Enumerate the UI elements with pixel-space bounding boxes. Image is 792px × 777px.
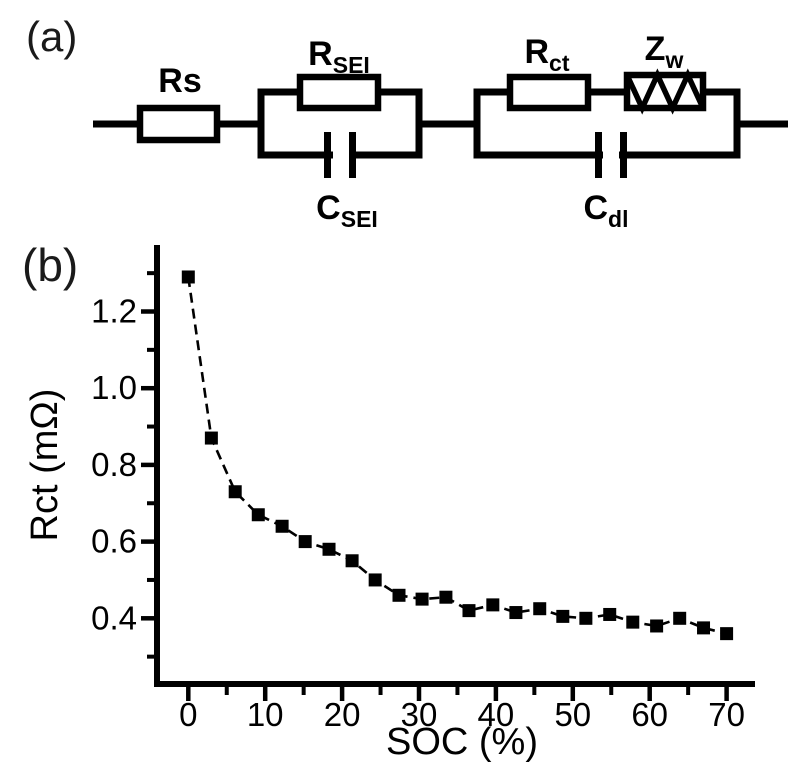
x-axis-title: SOC (%) bbox=[386, 721, 538, 763]
capacitor-cdl-gap bbox=[603, 147, 619, 164]
capacitor-csei-plate-left bbox=[324, 132, 331, 178]
data-point bbox=[650, 619, 664, 633]
data-point bbox=[415, 592, 429, 606]
y-tick-label: 0.8 bbox=[91, 446, 137, 483]
rs-label: Rs bbox=[158, 62, 202, 100]
data-point bbox=[673, 611, 687, 625]
panel-a-label: (a) bbox=[26, 13, 78, 60]
y-tick-label: 0.4 bbox=[91, 599, 137, 636]
capacitor-csei-plate-right bbox=[349, 132, 356, 178]
x-tick-label: 30 bbox=[401, 696, 438, 733]
rct-label: Rct bbox=[524, 33, 570, 76]
data-point bbox=[368, 573, 382, 587]
y-tick-label: 1.0 bbox=[91, 369, 137, 406]
csei-label: CSEI bbox=[316, 189, 378, 232]
data-point bbox=[322, 542, 336, 556]
resistor-rs-box bbox=[136, 104, 221, 144]
data-point bbox=[626, 615, 640, 629]
data-point bbox=[298, 535, 312, 549]
data-point bbox=[720, 627, 734, 641]
x-tick-label: 60 bbox=[631, 696, 668, 733]
data-point bbox=[204, 431, 218, 445]
data-line bbox=[187, 276, 727, 635]
x-tick-label: 70 bbox=[708, 696, 745, 733]
y-axis-title: Rct (mΩ) bbox=[24, 389, 66, 542]
data-point bbox=[509, 606, 523, 620]
y-tick-label: 0.6 bbox=[91, 523, 137, 560]
capacitor-csei-gap bbox=[333, 147, 349, 164]
x-tick-label: 50 bbox=[554, 696, 591, 733]
x-tick-label: 40 bbox=[478, 696, 515, 733]
cdl-label: Cdl bbox=[583, 189, 629, 232]
data-point bbox=[251, 508, 265, 522]
x-tick-label: 10 bbox=[247, 696, 284, 733]
y-tick-label: 1.2 bbox=[91, 293, 137, 330]
data-point bbox=[228, 485, 242, 499]
data-point bbox=[533, 602, 547, 616]
data-point bbox=[181, 270, 195, 284]
rct-vs-soc-chart: 0 10 20 30 40 50 60 70 0.4 0.6 0.8 1.0 1.2 SOC (%) Rct… bbox=[24, 245, 755, 763]
equivalent-circuit-diagram bbox=[93, 68, 788, 178]
data-point bbox=[462, 604, 476, 618]
x-tick-label: 0 bbox=[179, 696, 197, 733]
data-point bbox=[275, 519, 289, 533]
zw-label: Zw bbox=[644, 30, 684, 73]
resistor-rct-box bbox=[506, 73, 592, 112]
capacitor-cdl-plate-right bbox=[620, 132, 627, 178]
rsei-label: RSEI bbox=[308, 35, 370, 78]
data-point bbox=[579, 611, 593, 625]
data-point bbox=[556, 609, 570, 623]
data-point bbox=[439, 590, 453, 604]
warburg-zigzag-icon bbox=[624, 68, 706, 115]
panel-b-label: (b) bbox=[22, 239, 79, 291]
capacitor-cdl-plate-left bbox=[595, 132, 602, 178]
data-point bbox=[697, 621, 711, 635]
data-point bbox=[486, 598, 500, 612]
data-point bbox=[345, 554, 359, 568]
data-point bbox=[603, 607, 617, 621]
data-point bbox=[392, 588, 406, 602]
resistor-rsei-box bbox=[296, 73, 382, 112]
x-tick-label: 20 bbox=[324, 696, 361, 733]
